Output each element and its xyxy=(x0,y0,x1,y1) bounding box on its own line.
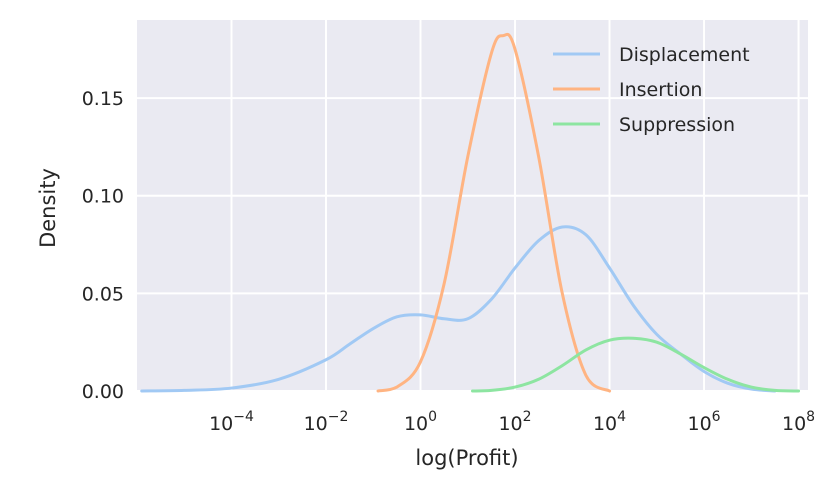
x-tick-labels: 10−4 10−2 100 102 104 106 108 xyxy=(209,409,815,435)
x-tick-label: 10−2 xyxy=(304,409,349,435)
y-axis-label: Density xyxy=(36,168,60,248)
x-tick-base: 10 xyxy=(593,413,617,435)
x-tick-exponent: 8 xyxy=(806,409,815,425)
x-tick-exponent: 0 xyxy=(428,409,437,425)
y-tick-label: 0.05 xyxy=(82,283,124,305)
legend-label-displacement: Displacement xyxy=(619,44,750,66)
series-line-suppression xyxy=(471,336,801,393)
x-tick-base: 10 xyxy=(498,413,522,435)
y-tick-label: 0.10 xyxy=(82,186,124,208)
x-tick-label: 10−4 xyxy=(209,409,254,435)
plot-area xyxy=(137,20,808,391)
x-tick-base: 10 xyxy=(687,413,711,435)
x-tick-exponent: 6 xyxy=(712,409,721,425)
grid xyxy=(137,20,808,392)
y-tick-labels: 0.00 0.05 0.10 0.15 xyxy=(82,88,124,403)
legend: Displacement Insertion Suppression xyxy=(553,44,750,136)
x-tick-label: 108 xyxy=(782,409,815,435)
x-tick-exponent: 4 xyxy=(617,409,626,425)
y-tick-label: 0.15 xyxy=(82,88,124,110)
x-tick-exponent: −2 xyxy=(328,409,349,425)
x-tick-exponent: 2 xyxy=(523,409,532,425)
x-tick-label: 106 xyxy=(687,409,720,435)
x-tick-base: 10 xyxy=(304,413,328,435)
x-tick-base: 10 xyxy=(782,413,806,435)
x-tick-base: 10 xyxy=(209,413,233,435)
legend-label-suppression: Suppression xyxy=(619,114,735,136)
y-tick-label: 0.00 xyxy=(82,381,124,403)
series-line-insertion xyxy=(376,32,612,393)
x-tick-label: 100 xyxy=(404,409,437,435)
x-tick-base: 10 xyxy=(404,413,428,435)
x-tick-label: 102 xyxy=(498,409,531,435)
series-lines xyxy=(140,32,801,393)
x-tick-label: 104 xyxy=(593,409,626,435)
x-axis-label: log(Profit) xyxy=(415,446,518,470)
x-tick-exponent: −4 xyxy=(233,409,254,425)
legend-label-insertion: Insertion xyxy=(619,79,702,101)
